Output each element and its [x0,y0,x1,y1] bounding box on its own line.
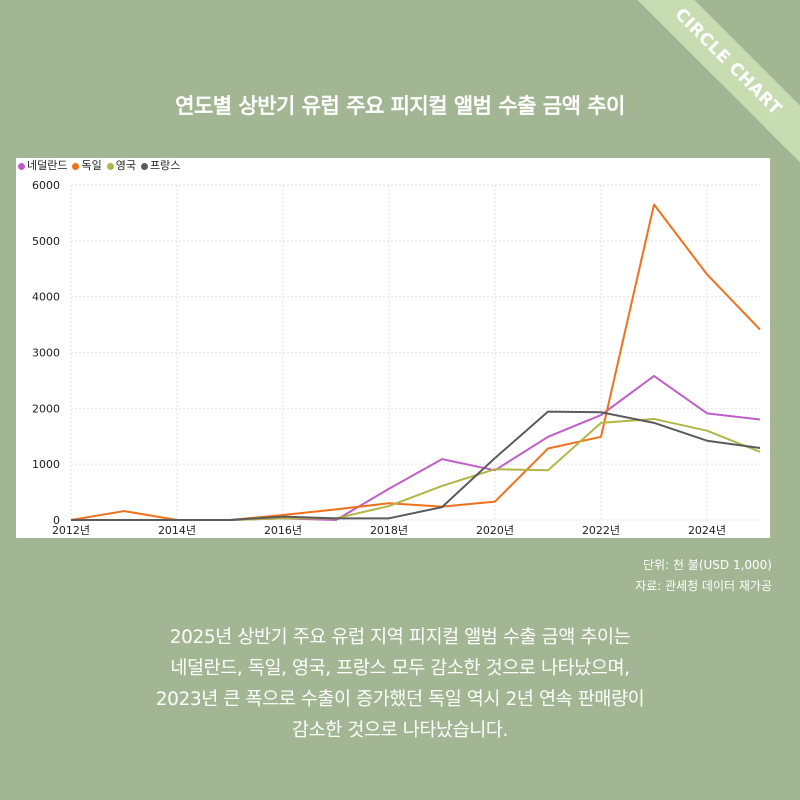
y-tick-label: 0 [53,514,60,527]
legend-item: 영국 [106,158,136,174]
x-tick-label: 2022년 [582,524,620,537]
legend-label: 네덜란드 [27,159,68,172]
line-chart: 0 1000 2000 3000 4000 5000 6000 2012년 2014년 2016년… [32,179,761,537]
source-note: 자료: 관세청 데이터 재가공 [635,579,772,593]
x-tick-label: 2012년 [52,524,90,537]
y-tick-label: 2000 [32,402,60,415]
description-line: 2025년 상반기 주요 유럽 지역 피지컬 앨범 수출 금액 추이는 [169,627,631,648]
x-tick-label: 2016년 [264,524,302,537]
legend-label: 독일 [81,159,102,172]
y-tick-label: 3000 [32,347,60,360]
chart-title: 연도별 상반기 유럽 주요 피지컬 앨범 수출 금액 추이 [175,94,625,118]
circle-chart-badge: CIRCLE CHART [621,0,800,169]
x-tick-label: 2024년 [688,524,726,537]
y-tick-label: 1000 [32,458,60,471]
unit-note: 단위: 천 불(USD 1,000) [642,558,772,572]
x-tick-label: 2014년 [158,524,196,537]
legend-label: 프랑스 [149,159,181,172]
chart-container: 네덜란드 독일 영국 프랑스 0 1000 2000 3000 4000 5000 6000 201… [16,158,770,538]
legend-marker [140,162,148,170]
x-tick-label: 2020년 [476,524,514,537]
y-tick-label: 6000 [32,179,60,192]
x-tick-label: 2018년 [370,524,408,537]
y-tick-label: 5000 [32,235,60,248]
legend-item: 네덜란드 [18,158,67,174]
legend-marker [72,162,80,170]
legend-marker [106,162,114,170]
series-line-네덜란드 [71,374,761,521]
y-tick-label: 4000 [32,291,60,304]
legend-marker [18,162,25,170]
chart-legend: 네덜란드 독일 영국 프랑스 [18,158,180,174]
legend-label: 영국 [115,159,136,172]
series-line-독일 [70,203,761,521]
description-text: 2025년 상반기 주요 유럽 지역 피지컬 앨범 수출 금액 추이는 네덜란드… [40,622,760,746]
legend-item: 독일 [72,158,102,174]
description-line: 감소한 것으로 나타났습니다. [292,720,508,741]
legend-item: 프랑스 [140,158,181,174]
description-line: 네덜란드, 독일, 영국, 프랑스 모두 감소한 것으로 나타났으며, [170,658,630,679]
description-line: 2023년 큰 폭으로 수출이 증가했던 독일 역시 2년 연속 판매량이 [155,689,645,710]
series-line-프랑스 [71,410,761,521]
